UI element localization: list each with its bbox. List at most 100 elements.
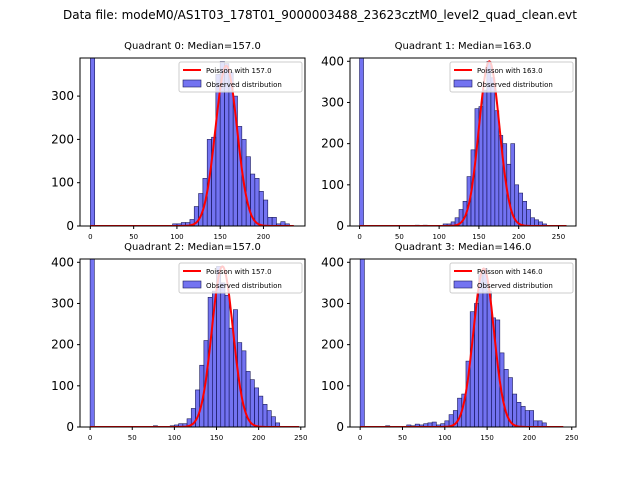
subplot-quadrant-2: 0 50 100 150 200 250 0 100 200 300 400 Quadrant 2: … bbox=[51, 242, 307, 442]
x-tick-label: 0 bbox=[88, 233, 92, 241]
histogram-bar bbox=[529, 410, 534, 427]
histogram-bar bbox=[254, 387, 259, 427]
x-tick-label: 0 bbox=[358, 434, 362, 442]
subplot-title: Quadrant 3: Median=146.0 bbox=[395, 242, 532, 253]
legend-bar-icon bbox=[182, 280, 202, 289]
poisson-curve bbox=[359, 60, 567, 226]
histogram-bar bbox=[518, 192, 523, 226]
histogram-bar bbox=[263, 199, 269, 226]
histogram-bar bbox=[486, 290, 492, 427]
legend-box bbox=[449, 61, 574, 93]
legend-label-observed: Observed distribution bbox=[477, 81, 553, 89]
histogram-bar bbox=[494, 110, 500, 226]
legend-box bbox=[178, 262, 303, 294]
histogram-bar bbox=[520, 406, 526, 427]
x-tick-label: 250 bbox=[294, 434, 307, 442]
histogram-bar bbox=[359, 259, 365, 427]
y-tick-label: 0 bbox=[336, 420, 344, 434]
x-tick-label: 200 bbox=[512, 233, 525, 241]
histogram-bar bbox=[267, 217, 273, 226]
x-tick-label: 50 bbox=[129, 233, 138, 241]
histogram-bar bbox=[522, 200, 527, 226]
plot-area bbox=[359, 58, 567, 226]
y-tick-label: 100 bbox=[321, 379, 344, 393]
histogram-bar bbox=[516, 401, 522, 427]
y-tick-label: 200 bbox=[51, 132, 74, 146]
legend-label-poisson: Poisson with 157.0 bbox=[206, 268, 272, 276]
subplot-title: Quadrant 1: Median=163.0 bbox=[395, 41, 532, 52]
y-tick-label: 400 bbox=[321, 255, 344, 269]
subplot-quadrant-0: 0 50 100 150 200 0 100 200 300 Quadrant 0: Median… bbox=[51, 41, 306, 241]
histogram-bar bbox=[431, 421, 437, 427]
legend-bar-icon bbox=[182, 79, 202, 88]
y-tick-label: 200 bbox=[321, 137, 344, 151]
histogram-bar bbox=[284, 223, 290, 226]
x-tick-label: 150 bbox=[480, 434, 493, 442]
y-tick-label: 300 bbox=[321, 296, 344, 310]
histogram-bar bbox=[241, 350, 247, 427]
histogram-bar bbox=[270, 416, 276, 427]
x-tick-label: 150 bbox=[210, 434, 223, 442]
histogram-bar bbox=[478, 274, 484, 427]
histogram-bar bbox=[262, 404, 268, 427]
y-tick-label: 100 bbox=[51, 379, 74, 393]
y-tick-label: 300 bbox=[321, 95, 344, 109]
histogram-bar bbox=[258, 395, 264, 427]
x-tick-label: 100 bbox=[438, 434, 451, 442]
histogram-bar bbox=[542, 223, 547, 226]
legend-bar-icon bbox=[453, 79, 473, 88]
poisson-curve bbox=[90, 64, 294, 226]
legend-label-poisson: Poisson with 146.0 bbox=[477, 268, 543, 276]
subplot-title: Quadrant 2: Median=157.0 bbox=[124, 242, 261, 253]
y-tick-label: 400 bbox=[321, 54, 344, 68]
legend-bar-icon bbox=[453, 280, 473, 289]
x-tick-label: 150 bbox=[214, 233, 227, 241]
histogram-bar bbox=[249, 379, 255, 427]
legend-label-poisson: Poisson with 157.0 bbox=[206, 67, 272, 75]
y-tick-label: 0 bbox=[336, 219, 344, 233]
histogram-bar bbox=[512, 393, 518, 427]
poisson-curve bbox=[360, 267, 564, 427]
x-tick-label: 200 bbox=[257, 233, 270, 241]
x-tick-label: 0 bbox=[357, 233, 361, 241]
histogram-bar bbox=[271, 217, 277, 226]
axes-frame bbox=[349, 57, 577, 227]
x-tick-label: 50 bbox=[398, 434, 407, 442]
y-tick-label: 300 bbox=[51, 89, 74, 103]
subplot-quadrant-1: 0 50 100 150 200 250 0 100 200 300 400 Quadrant 1: … bbox=[321, 41, 577, 241]
x-tick-label: 200 bbox=[252, 434, 265, 442]
histogram-bar bbox=[490, 77, 496, 226]
histogram-bar bbox=[89, 259, 95, 427]
y-tick-label: 300 bbox=[51, 296, 74, 310]
x-tick-label: 50 bbox=[395, 233, 404, 241]
y-tick-label: 400 bbox=[51, 255, 74, 269]
legend-label-poisson: Poisson with 163.0 bbox=[477, 67, 543, 75]
histogram-bar bbox=[526, 209, 531, 226]
y-tick-label: 0 bbox=[66, 219, 74, 233]
x-tick-label: 100 bbox=[170, 233, 183, 241]
x-tick-label: 250 bbox=[565, 434, 578, 442]
histogram-bar bbox=[524, 410, 530, 427]
x-tick-label: 150 bbox=[472, 233, 485, 241]
histogram-bar bbox=[224, 294, 230, 427]
histogram-bar bbox=[530, 217, 535, 226]
y-tick-label: 200 bbox=[321, 338, 344, 352]
histogram-bar bbox=[482, 89, 488, 226]
y-tick-label: 100 bbox=[51, 176, 74, 190]
histogram-bar bbox=[254, 178, 260, 226]
histogram-bar bbox=[541, 422, 547, 427]
legend-label-observed: Observed distribution bbox=[477, 282, 553, 290]
axes-frame bbox=[79, 258, 306, 428]
figure-suptitle: Data file: modeM0/AS1T03_178T01_90000034… bbox=[63, 8, 577, 22]
histogram-bar bbox=[275, 422, 281, 427]
histogram-bar bbox=[258, 191, 264, 226]
legend-box bbox=[178, 61, 303, 93]
histogram-bar bbox=[245, 156, 251, 226]
histogram-bar bbox=[90, 58, 96, 226]
x-tick-label: 200 bbox=[523, 434, 536, 442]
legend-label-observed: Observed distribution bbox=[206, 81, 282, 89]
x-tick-label: 100 bbox=[168, 434, 181, 442]
axes-frame bbox=[349, 258, 577, 428]
